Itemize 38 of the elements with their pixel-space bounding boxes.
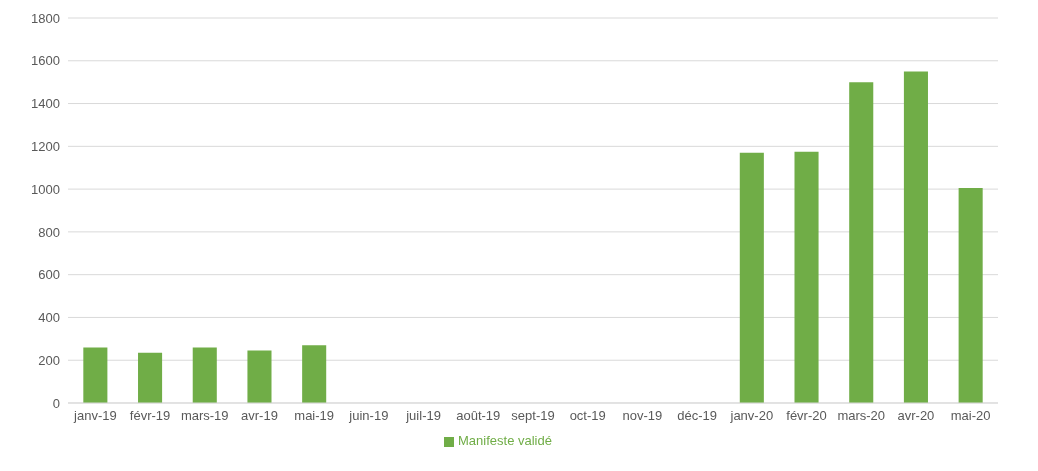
y-tick-label: 400 bbox=[38, 310, 60, 326]
x-tick-label: avr-19 bbox=[241, 408, 278, 424]
x-tick-label: sept-19 bbox=[511, 408, 555, 424]
bar bbox=[739, 152, 764, 403]
bar bbox=[958, 188, 983, 403]
x-tick-label: déc-19 bbox=[677, 408, 717, 424]
x-tick-label: mai-20 bbox=[950, 408, 991, 424]
bar bbox=[794, 151, 819, 403]
x-tick-label: juin-19 bbox=[348, 408, 389, 424]
bar bbox=[138, 352, 163, 403]
x-tick-label: août-19 bbox=[456, 408, 501, 424]
y-tick-label: 0 bbox=[52, 395, 60, 411]
x-tick-label: janv-19 bbox=[73, 408, 117, 424]
x-tick-label: janv-20 bbox=[729, 408, 774, 424]
y-tick-label: 600 bbox=[38, 267, 60, 283]
x-tick-label: oct-19 bbox=[569, 408, 606, 424]
legend-label: Manifeste validé bbox=[458, 433, 552, 448]
bar bbox=[849, 82, 874, 403]
x-tick-label: mars-20 bbox=[837, 408, 886, 424]
y-tick-label: 1800 bbox=[31, 10, 60, 26]
bar bbox=[192, 347, 217, 403]
x-tick-label: mai-19 bbox=[294, 408, 335, 424]
y-tick-label: 1400 bbox=[31, 96, 60, 112]
x-tick-label: juil-19 bbox=[405, 408, 441, 424]
y-tick-label: 1000 bbox=[31, 181, 60, 197]
x-tick-label: avr-20 bbox=[897, 408, 935, 424]
y-tick-label: 1200 bbox=[31, 138, 60, 154]
y-tick-label: 800 bbox=[38, 224, 60, 240]
y-tick-label: 200 bbox=[38, 352, 60, 368]
x-tick-label: févr-19 bbox=[129, 408, 171, 424]
bar bbox=[903, 71, 928, 403]
bar bbox=[83, 347, 108, 403]
bar bbox=[247, 350, 272, 403]
bar bbox=[302, 345, 327, 403]
y-tick-label: 1600 bbox=[31, 53, 60, 69]
x-tick-label: févr-20 bbox=[786, 408, 827, 424]
x-tick-label: mars-19 bbox=[180, 408, 229, 424]
x-tick-label: nov-19 bbox=[622, 408, 663, 424]
